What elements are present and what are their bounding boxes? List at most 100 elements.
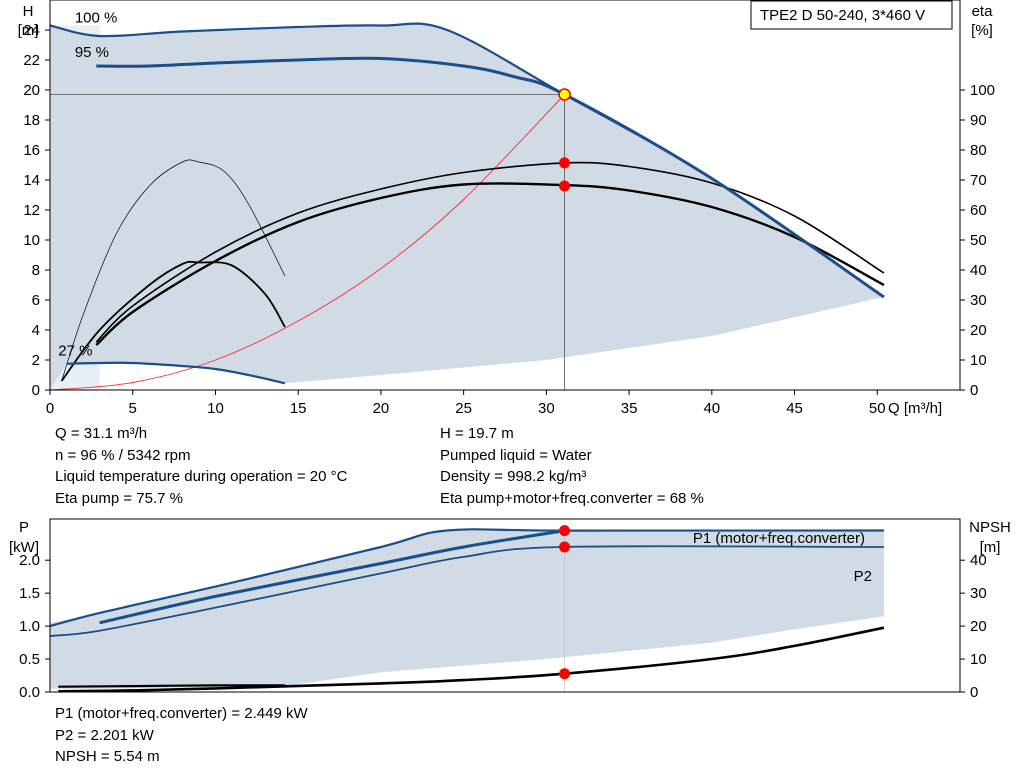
speed-label-95: 95 % <box>75 44 109 61</box>
npsh-tick-label: 20 <box>970 618 987 635</box>
y-left-tick-label: 4 <box>32 322 40 339</box>
duty-point-eta-0 <box>559 157 571 169</box>
power-curve-0 <box>49 528 884 628</box>
npsh-curve <box>58 626 885 693</box>
npsh-readout: NPSH = 5.54 m <box>55 748 160 765</box>
x-tick-label: 25 <box>455 400 472 417</box>
x-tick-label: 0 <box>46 400 54 417</box>
p-axis-label: P <box>19 519 29 536</box>
x-tick-label: 35 <box>621 400 638 417</box>
power-range-area <box>50 529 884 689</box>
top-plot-frame <box>49 0 961 391</box>
y-left-tick-label: 14 <box>23 172 40 189</box>
p2-readout: P2 = 2.201 kW <box>55 726 154 744</box>
head-readout: H = 19.7 m <box>440 425 514 442</box>
duty-point-npsh <box>559 668 571 680</box>
y-right-axis-unit: [%] <box>971 22 993 39</box>
y-left-tick-label: 16 <box>23 142 40 159</box>
npsh-tick-label: 30 <box>970 585 987 602</box>
y-right-tick-label: 70 <box>970 172 987 189</box>
power-curve-2 <box>99 529 565 625</box>
info-top-right: H = 19.7 m Pumped liquid = Water Density… <box>440 423 704 509</box>
y-right-tick-label: 100 <box>970 82 995 99</box>
y-left-tick-label: 12 <box>23 202 40 219</box>
y-right-tick-label: 10 <box>970 352 987 369</box>
y-left-axis-label: H <box>23 3 34 20</box>
y-left-tick-label: 18 <box>23 112 40 129</box>
duty-point-eta-1 <box>559 180 571 192</box>
head-curve-1 <box>96 56 885 299</box>
x-tick-label: 50 <box>869 400 886 417</box>
x-tick-label: 5 <box>129 400 137 417</box>
y-right-tick-label: 50 <box>970 232 987 249</box>
info-bottom: P1 (motor+freq.converter) = 2.449 kW P2 … <box>55 703 308 768</box>
y-left-axis-unit: [m] <box>18 22 39 39</box>
model-label-box <box>750 0 953 30</box>
y-right-tick-label: 40 <box>970 262 987 279</box>
efficiency-curve-1 <box>95 161 885 343</box>
npsh-tick-label: 10 <box>970 651 987 668</box>
p2-series-label: P2 <box>854 568 872 585</box>
power-curve-1 <box>49 545 884 637</box>
y-left-tick-label: 0 <box>32 382 40 399</box>
x-tick-label: 30 <box>538 400 555 417</box>
eta-total-readout: Eta pump+motor+freq.converter = 68 % <box>440 489 704 507</box>
bottom-plot-frame <box>49 518 961 693</box>
p-tick-label: 1.5 <box>19 585 40 602</box>
npsh-tick-label: 0 <box>970 684 978 701</box>
efficiency-curve-0 <box>95 182 885 346</box>
operating-range-area <box>50 23 884 390</box>
info-top-left: Q = 31.1 m³/h n = 96 % / 5342 rpm Liquid… <box>55 423 347 509</box>
y-right-tick-label: 80 <box>970 142 987 159</box>
p-tick-label: 2.0 <box>19 552 40 569</box>
y-left-tick-label: 6 <box>32 292 40 309</box>
bottom-panel: 0.0 0.5 1.0 1.5 2.0 0 10 20 30 40 P [kW] NPSH [m] P1 … <box>9 518 1011 701</box>
x-tick-label: 10 <box>207 400 224 417</box>
efficiency-curve-3 <box>61 159 286 382</box>
y-left-tick-label: 2 <box>32 352 40 369</box>
head-curve-2 <box>66 361 286 385</box>
y-right-axis-label: eta <box>972 3 994 20</box>
y-right-tick-label: 30 <box>970 292 987 309</box>
npsh-axis-unit: [m] <box>980 539 1001 556</box>
model-label: TPE2 D 50-240, 3*460 V <box>760 7 925 24</box>
y-left-tick-label: 20 <box>23 82 40 99</box>
top-panel: 0 5 10 15 20 25 30 35 40 45 5002468101214161820222… <box>18 0 995 417</box>
p1-readout: P1 (motor+freq.converter) = 2.449 kW <box>55 705 308 722</box>
npsh-curve-27 <box>58 684 285 688</box>
efficiency-curve-2 <box>60 260 286 382</box>
y-right-tick-label: 0 <box>970 382 978 399</box>
p-tick-label: 0.5 <box>19 651 40 668</box>
system-curve <box>49 94 565 391</box>
speed-readout: n = 96 % / 5342 rpm <box>55 446 191 464</box>
y-left-tick-label: 8 <box>32 262 40 279</box>
speed-label-27: 27 % <box>58 343 92 360</box>
density-readout: Density = 998.2 kg/m³ <box>440 468 587 485</box>
y-left-tick-label: 24 <box>23 22 40 39</box>
duty-point-power-0 <box>559 525 571 537</box>
y-right-tick-label: 90 <box>970 112 987 129</box>
x-tick-label: 20 <box>373 400 390 417</box>
y-left-tick-label: 22 <box>23 52 40 69</box>
pumped-liquid-readout: Pumped liquid = Water <box>440 446 592 464</box>
p-tick-label: 1.0 <box>19 618 40 635</box>
y-left-tick-label: 10 <box>23 232 40 249</box>
y-right-tick-label: 20 <box>970 322 987 339</box>
p1-series-label: P1 (motor+freq.converter) <box>693 530 865 547</box>
npsh-tick-label: 40 <box>970 552 987 569</box>
x-tick-label: 15 <box>290 400 307 417</box>
x-tick-label: 45 <box>786 400 803 417</box>
x-axis-label: Q [m³/h] <box>888 400 942 417</box>
y-right-tick-label: 60 <box>970 202 987 219</box>
liquid-temperature-readout: Liquid temperature during operation = 20… <box>55 468 348 485</box>
speed-label-100: 100 % <box>75 10 118 27</box>
duty-point-head <box>558 88 571 101</box>
x-tick-label: 40 <box>703 400 720 417</box>
flow-readout: Q = 31.1 m³/h <box>55 425 148 442</box>
p-tick-label: 0.0 <box>19 684 40 701</box>
duty-point-power-1 <box>559 541 571 553</box>
eta-pump-readout: Eta pump = 75.7 % <box>55 489 183 507</box>
npsh-axis-label: NPSH <box>969 519 1011 536</box>
p-axis-unit: [kW] <box>9 539 39 556</box>
